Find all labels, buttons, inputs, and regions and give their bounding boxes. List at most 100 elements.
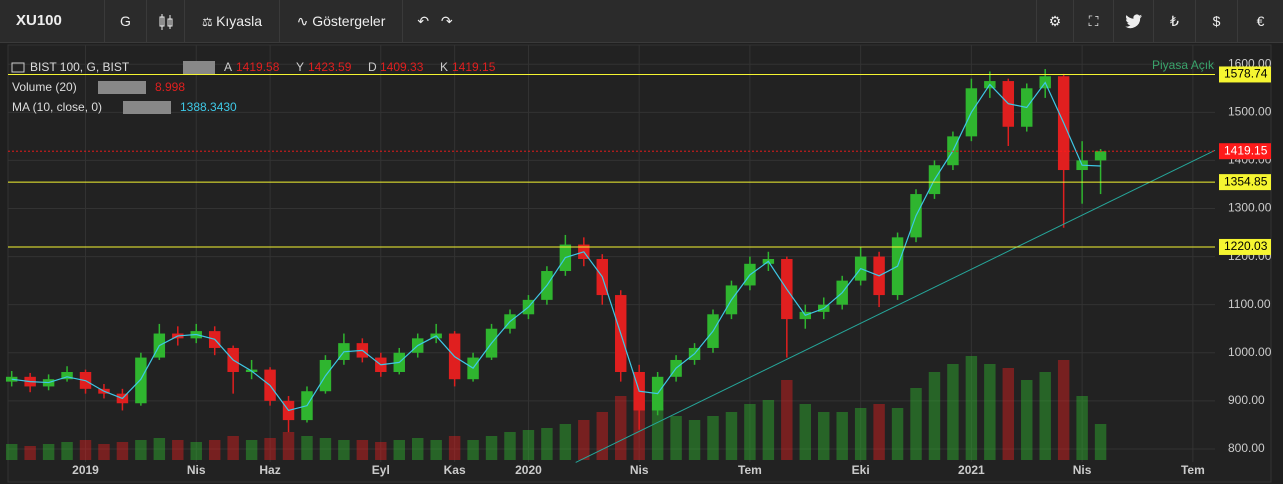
volume-bar <box>485 436 498 460</box>
volume-bar <box>375 442 387 460</box>
x-tick-label: 2020 <box>515 463 542 477</box>
volume-bar <box>873 404 885 460</box>
x-tick-label: Nis <box>630 463 649 477</box>
volume-bar <box>891 408 904 460</box>
x-tick-label: Nis <box>1073 463 1092 477</box>
volume-bar <box>522 430 535 460</box>
x-tick-label: Haz <box>259 463 280 477</box>
indicators-button[interactable]: ∿ Göstergeler <box>280 0 403 42</box>
volume-bar <box>282 432 295 460</box>
candle-icon[interactable] <box>147 0 185 42</box>
level-tag <box>1219 66 1271 83</box>
y-tick-label: 1500.00 <box>1228 104 1272 118</box>
level-label: 1354.85 <box>1224 174 1268 188</box>
volume-bar <box>393 440 405 460</box>
volume-bar <box>762 400 775 460</box>
volume-bar <box>79 440 92 460</box>
volume-bar <box>670 416 682 460</box>
indicators-label: Göstergeler <box>312 13 386 29</box>
y-tick-label: 800.00 <box>1228 441 1265 455</box>
legend-ma-value: 1388.3430 <box>180 100 237 114</box>
x-tick-label: Tem <box>1181 463 1205 477</box>
volume-bar <box>116 442 129 460</box>
level-label: 1419.15 <box>1224 143 1268 157</box>
volume-bar <box>596 412 608 460</box>
x-tick-label: 2021 <box>958 463 985 477</box>
legend-open: 1419.58 <box>236 60 280 74</box>
volume-bar <box>1076 396 1088 460</box>
volume-bar <box>651 408 664 460</box>
level-tag <box>1219 174 1271 191</box>
volume-bar <box>319 438 332 460</box>
volume-bar <box>227 436 239 460</box>
legend-volume-name: Volume (20) <box>12 80 77 94</box>
volume-bar <box>559 424 572 460</box>
twitter[interactable] <box>1114 0 1154 42</box>
volume-bar <box>301 436 313 460</box>
y-tick-label: 1000.00 <box>1228 345 1272 359</box>
legend-open-key: A <box>224 60 232 74</box>
legend-ma-name: MA (10, close, 0) <box>12 100 102 114</box>
trendline <box>575 149 1216 463</box>
volume-bar <box>1002 368 1015 460</box>
y-tick-label: 1100.00 <box>1228 297 1271 311</box>
x-tick-label: Eki <box>852 463 870 477</box>
compare-label: Kıyasla <box>216 13 262 29</box>
volume-bar <box>1039 372 1051 460</box>
currency-try[interactable]: ₺ <box>1154 0 1196 42</box>
volume-bar <box>208 440 221 460</box>
legend-series: BIST 100, G, BIST <box>30 60 130 74</box>
settings[interactable]: ⚙ <box>1036 0 1074 42</box>
volume-bar <box>744 404 756 460</box>
level-tag <box>1219 238 1271 255</box>
volume-bar <box>135 440 147 460</box>
undo-redo[interactable]: ↶ ↷ <box>417 13 453 29</box>
volume-bar <box>467 440 479 460</box>
volume-bar <box>430 440 442 460</box>
currency-eur[interactable]: € <box>1256 13 1265 29</box>
volume-bar <box>799 404 812 460</box>
volume-bar <box>153 438 166 460</box>
volume-bar <box>984 364 996 460</box>
candle-body <box>1094 151 1107 161</box>
legend-high: 1423.59 <box>308 60 352 74</box>
volume-bar <box>541 428 553 460</box>
ma-line <box>11 81 1101 412</box>
fullscreen[interactable]: ⛶ <box>1074 0 1114 42</box>
x-tick-label: Kas <box>444 463 466 477</box>
icon <box>159 14 172 31</box>
x-tick-label: 2019 <box>72 463 99 477</box>
volume-bar <box>172 440 184 460</box>
legend-close-key: K <box>440 60 448 74</box>
volume-bar <box>836 412 848 460</box>
chart: 800.00900.001000.001100.001200.001300.00… <box>5 44 1272 483</box>
volume-bar <box>615 396 627 460</box>
volume-bar <box>688 420 701 460</box>
volume-bar <box>338 440 350 460</box>
volume-bar <box>928 372 941 460</box>
x-tick-label: Nis <box>187 463 206 477</box>
currency-usd[interactable]: $ <box>1196 0 1238 42</box>
volume-bar <box>5 444 18 460</box>
interval[interactable]: G <box>105 0 147 42</box>
volume-bar <box>448 436 461 460</box>
compare-button[interactable]: ⚖ Kıyasla <box>185 0 280 42</box>
volume-bar <box>411 438 424 460</box>
volume-bar <box>578 420 590 460</box>
volume-bar <box>818 412 830 460</box>
x-tick-label: Tem <box>738 463 762 477</box>
volume-bar <box>854 408 867 460</box>
legend-low: 1409.33 <box>380 60 424 74</box>
symbol[interactable]: XU100 <box>0 0 105 42</box>
volume-bar <box>947 364 959 460</box>
volume-bar <box>1021 380 1033 460</box>
level-label: 1578.74 <box>1224 67 1268 81</box>
legend-volume-value: 8.998 <box>155 80 185 94</box>
toolbar: XU100 G ⚖ Kıyasla ∿ Göstergeler ↶ ↷ ⚙ ⛶ … <box>0 0 1283 43</box>
legend-low-key: D <box>368 60 377 74</box>
legend-icon <box>11 62 25 73</box>
y-tick-label: 1300.00 <box>1228 201 1272 215</box>
volume-bar <box>1057 360 1070 460</box>
volume-bar <box>61 442 73 460</box>
